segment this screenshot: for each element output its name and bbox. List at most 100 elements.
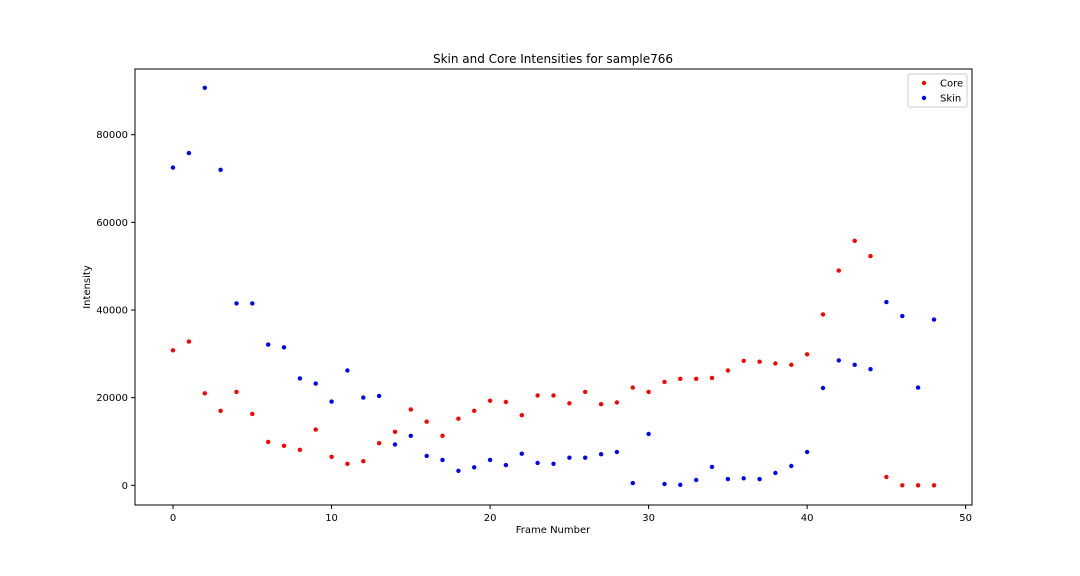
core-point-36 — [741, 358, 746, 363]
skin-point-28 — [614, 449, 620, 455]
core-point-21 — [503, 399, 509, 405]
core-point-15 — [408, 407, 413, 412]
skin-point-9 — [313, 381, 318, 386]
core-point-37 — [757, 359, 762, 364]
skin-point-14 — [392, 442, 398, 447]
core-point-38 — [773, 361, 778, 366]
x-axis: 0 10 20 30 40 50 — [170, 505, 972, 524]
skin-point-3 — [218, 167, 223, 172]
x-tick-label-20: 20 — [484, 513, 497, 524]
core-point-4 — [234, 389, 239, 395]
core-point-39 — [789, 362, 794, 367]
plot-area — [134, 68, 973, 506]
skin-point-19 — [472, 465, 477, 470]
core-point-26 — [583, 389, 588, 395]
core-point-48 — [931, 483, 937, 488]
core-point-11 — [345, 461, 350, 466]
core-point-40 — [804, 352, 810, 357]
core-point-13 — [376, 441, 382, 446]
y-tick-label-0: 0 — [122, 481, 128, 492]
skin-point-42 — [836, 358, 841, 363]
core-point-8 — [297, 447, 303, 452]
data-points — [170, 85, 937, 488]
core-point-32 — [678, 376, 683, 381]
x-tick-label-30: 30 — [642, 513, 655, 524]
core-point-14 — [392, 429, 398, 434]
skin-point-47 — [915, 385, 921, 390]
core-point-31 — [662, 379, 667, 385]
core-point-5 — [250, 411, 255, 417]
core-point-28 — [614, 400, 620, 405]
core-point-29 — [630, 385, 635, 390]
skin-point-1 — [186, 150, 192, 156]
skin-point-35 — [725, 476, 731, 482]
skin-point-27 — [598, 452, 604, 457]
y-tick-label-20000: 20000 — [96, 393, 128, 404]
core-point-45 — [884, 474, 889, 480]
skin-point-15 — [408, 433, 413, 438]
core-point-2 — [202, 391, 207, 396]
x-tick-label-40: 40 — [801, 513, 814, 524]
core-point-42 — [836, 268, 841, 273]
skin-point-2 — [202, 85, 207, 91]
skin-point-8 — [297, 376, 303, 381]
skin-point-29 — [630, 480, 635, 486]
skin-point-7 — [281, 345, 287, 350]
skin-point-45 — [884, 299, 889, 305]
core-point-44 — [868, 253, 873, 259]
y-axis-label: Intensity — [82, 265, 93, 309]
skin-point-25 — [567, 455, 572, 460]
core-point-43 — [852, 238, 857, 243]
x-tick-label-0: 0 — [170, 513, 176, 524]
core-point-16 — [424, 419, 429, 424]
skin-point-38 — [773, 470, 778, 476]
skin-point-24 — [551, 461, 556, 466]
skin-point-16 — [424, 453, 429, 459]
core-point-35 — [725, 368, 731, 373]
skin-point-13 — [376, 393, 382, 399]
skin-point-32 — [678, 482, 683, 487]
skin-point-43 — [852, 362, 857, 367]
skin-point-36 — [741, 476, 746, 481]
skin-point-17 — [440, 457, 445, 463]
legend-skin-label: Skin — [940, 94, 961, 105]
x-axis-label: Frame Number — [516, 525, 591, 536]
core-point-3 — [218, 408, 223, 413]
core-point-20 — [487, 398, 493, 403]
core-point-27 — [598, 402, 604, 407]
core-point-30 — [646, 389, 651, 395]
legend: Core Skin — [907, 73, 968, 108]
skin-point-12 — [361, 395, 366, 400]
skin-point-26 — [583, 455, 588, 460]
skin-point-23 — [535, 460, 540, 466]
core-point-7 — [281, 443, 287, 448]
core-point-12 — [361, 459, 366, 464]
skin-point-4 — [234, 301, 239, 306]
core-point-1 — [186, 339, 192, 344]
skin-point-30 — [646, 431, 651, 437]
core-point-9 — [313, 427, 318, 432]
core-point-33 — [694, 376, 699, 381]
skin-point-6 — [266, 342, 271, 347]
skin-point-18 — [456, 468, 461, 473]
core-point-18 — [456, 416, 461, 421]
core-point-22 — [519, 413, 524, 418]
skin-point-37 — [757, 476, 762, 482]
core-point-47 — [915, 483, 921, 488]
skin-point-40 — [804, 449, 810, 455]
skin-point-48 — [931, 317, 937, 322]
core-point-41 — [820, 312, 826, 317]
legend-skin-marker — [921, 95, 927, 101]
core-point-23 — [535, 393, 540, 398]
skin-point-20 — [487, 457, 493, 463]
core-point-19 — [472, 408, 477, 413]
skin-point-31 — [662, 481, 667, 487]
skin-point-39 — [789, 463, 794, 469]
skin-point-11 — [345, 368, 350, 373]
core-point-0 — [170, 348, 176, 353]
x-tick-label-50: 50 — [959, 513, 972, 524]
skin-point-34 — [709, 464, 715, 470]
skin-point-22 — [519, 451, 524, 456]
